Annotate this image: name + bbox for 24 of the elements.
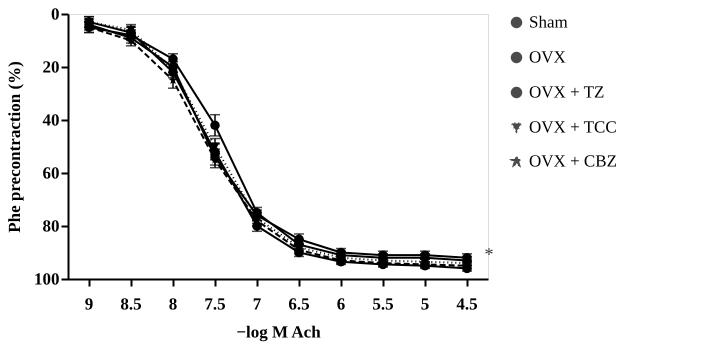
legend-label: OVX + TZ — [529, 82, 604, 102]
x-tick-label: 7 — [252, 294, 262, 314]
legend-label: Sham — [529, 12, 568, 32]
legend-label: OVX — [529, 48, 566, 66]
y-tick-label: 60 — [42, 164, 60, 182]
annotation: * — [484, 244, 494, 264]
y-tick-label: 80 — [42, 216, 60, 236]
x-tick-label: 7.5 — [204, 294, 226, 314]
y-tick-label: 40 — [42, 110, 60, 130]
x-tick-label: 8 — [168, 294, 178, 314]
x-tick-label: 4.5 — [456, 294, 478, 314]
y-tick-label: 100 — [34, 270, 60, 288]
x-tick-label: 6.5 — [288, 294, 310, 314]
x-tick-label: 5.5 — [372, 294, 394, 314]
legend-label: OVX + CBZ — [529, 152, 617, 170]
x-tick-label: 9 — [84, 294, 94, 314]
y-tick-label: 0 — [51, 4, 60, 24]
y-axis-title: Phe precontraction (%) — [5, 61, 24, 233]
x-tick-label: 5 — [420, 294, 430, 314]
y-tick-label: 20 — [42, 58, 60, 76]
x-tick-label: 6 — [336, 294, 346, 314]
legend-label: OVX + TCC — [529, 118, 617, 136]
x-tick-label: 8.5 — [120, 294, 142, 314]
x-axis-title: −log M Ach — [236, 322, 322, 342]
